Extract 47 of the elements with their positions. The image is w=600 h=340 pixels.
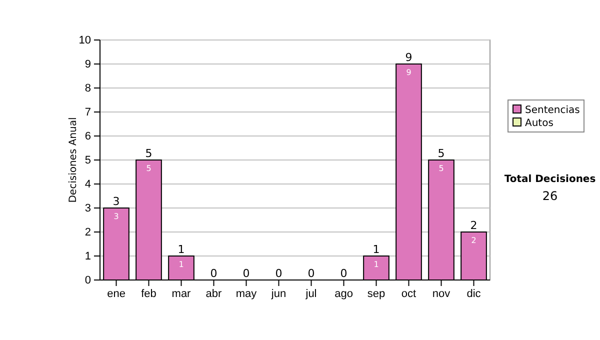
data-label: 1 — [178, 260, 184, 269]
x-tick-label: may — [236, 288, 258, 300]
x-tick-label: jul — [304, 288, 317, 300]
y-axis-title: Decisiones Anual — [68, 117, 79, 203]
total-label: 0 — [308, 267, 315, 280]
total-label: 0 — [210, 267, 218, 280]
y-tick-label: 2 — [84, 226, 91, 239]
x-tick-label: ene — [107, 288, 126, 300]
data-label: 5 — [438, 164, 444, 173]
x-tick-label: ago — [334, 288, 353, 300]
x-tick-label: abr — [206, 288, 222, 300]
y-tick-label: 4 — [84, 178, 91, 191]
y-tick-label: 8 — [84, 82, 91, 95]
y-tick-label: 3 — [84, 202, 91, 215]
y-tick-label: 10 — [78, 34, 91, 47]
x-tick-label: mar — [172, 288, 192, 300]
total-label: 1 — [372, 243, 380, 256]
legend-label: Sentencias — [525, 105, 580, 116]
y-tick-label: 1 — [84, 250, 91, 263]
data-label: 2 — [471, 236, 476, 245]
x-tick-label: jun — [270, 288, 286, 300]
x-tick-label: oct — [401, 288, 416, 300]
y-tick-label: 6 — [84, 130, 91, 143]
data-label: 9 — [406, 68, 412, 77]
total-label: 0 — [340, 267, 348, 280]
total-label: 3 — [112, 195, 120, 208]
text: 26 — [542, 189, 558, 203]
data-label: 1 — [374, 260, 379, 269]
y-tick-label: 0 — [84, 274, 91, 287]
total-label: 0 — [275, 267, 282, 280]
x-tick-label: sep — [367, 288, 386, 300]
total-label: 1 — [178, 243, 185, 256]
total-label: 2 — [470, 219, 478, 232]
x-tick-label: dic — [466, 288, 482, 300]
total-label: 5 — [438, 147, 445, 160]
total-label: 5 — [145, 147, 152, 160]
data-label: 3 — [114, 212, 119, 221]
y-tick-label: 5 — [84, 154, 91, 167]
legend-label: Autos — [525, 118, 554, 129]
y-tick-label: 9 — [84, 58, 91, 71]
x-tick-label: feb — [141, 288, 156, 300]
text: Total Decisiones — [504, 174, 596, 185]
total-label: 0 — [242, 267, 250, 280]
y-tick-label: 7 — [84, 106, 91, 119]
data-label: 5 — [146, 164, 152, 173]
total-label: 9 — [405, 51, 412, 64]
x-tick-label: nov — [432, 288, 451, 300]
